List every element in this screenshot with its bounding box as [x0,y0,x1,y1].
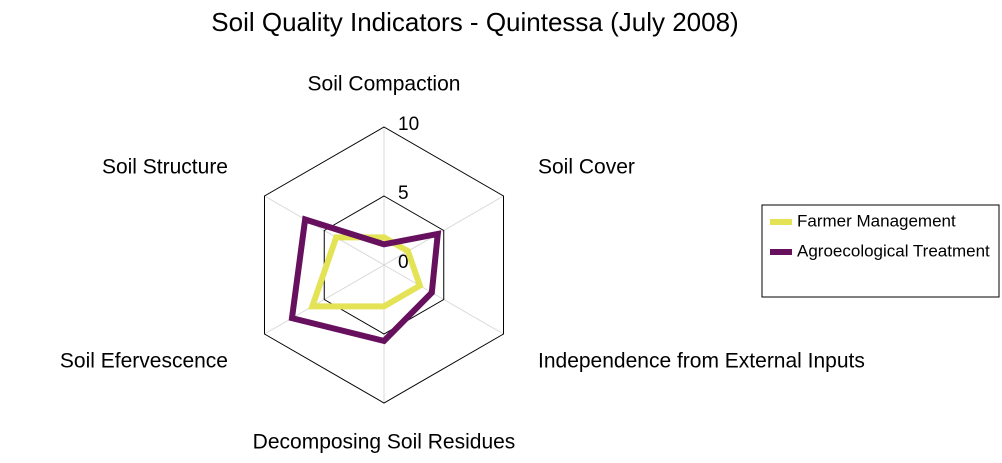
tick-label: 10 [398,114,419,135]
category-label: Soil Efervescence [60,350,228,373]
tick-label: 5 [398,183,409,204]
category-label: Independence from External Inputs [538,350,865,373]
category-label: Soil Compaction [308,73,461,96]
tick-label: 0 [398,252,409,273]
legend-label: Agroecological Treatment [797,241,990,260]
category-label: Soil Cover [538,156,635,179]
grid-ring [323,195,445,335]
category-label: Decomposing Soil Residues [253,431,516,454]
grid-ring [263,126,505,404]
legend-box [761,204,1000,298]
series-line [308,234,424,310]
chart-title: Soil Quality Indicators - Quintessa (Jul… [211,7,738,37]
category-label: Soil Structure [102,156,228,179]
legend-label: Farmer Management [797,211,956,230]
series-line [288,215,442,345]
